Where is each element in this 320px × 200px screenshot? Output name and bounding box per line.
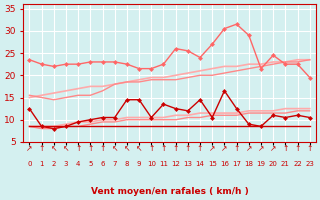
Text: ↑: ↑ (197, 144, 203, 153)
Text: ↑: ↑ (185, 144, 191, 153)
Text: ↑: ↑ (172, 144, 179, 153)
Text: ↑: ↑ (307, 144, 313, 153)
X-axis label: Vent moyen/en rafales ( km/h ): Vent moyen/en rafales ( km/h ) (91, 187, 248, 196)
Text: ↑: ↑ (75, 144, 81, 153)
Text: ↖: ↖ (51, 144, 57, 153)
Text: ↖: ↖ (136, 144, 142, 153)
Text: ↖: ↖ (63, 144, 69, 153)
Text: ↖: ↖ (124, 144, 130, 153)
Text: ↑: ↑ (160, 144, 167, 153)
Text: ↗: ↗ (270, 144, 276, 153)
Text: ↑: ↑ (38, 144, 45, 153)
Text: ↗: ↗ (209, 144, 215, 153)
Text: ↑: ↑ (233, 144, 240, 153)
Text: ↑: ↑ (99, 144, 106, 153)
Text: ↗: ↗ (258, 144, 264, 153)
Text: ↑: ↑ (282, 144, 289, 153)
Text: ↗: ↗ (221, 144, 228, 153)
Text: ↗: ↗ (246, 144, 252, 153)
Text: ↖: ↖ (112, 144, 118, 153)
Text: ↑: ↑ (294, 144, 301, 153)
Text: ↑: ↑ (148, 144, 155, 153)
Text: ↗: ↗ (26, 144, 33, 153)
Text: ↑: ↑ (87, 144, 93, 153)
